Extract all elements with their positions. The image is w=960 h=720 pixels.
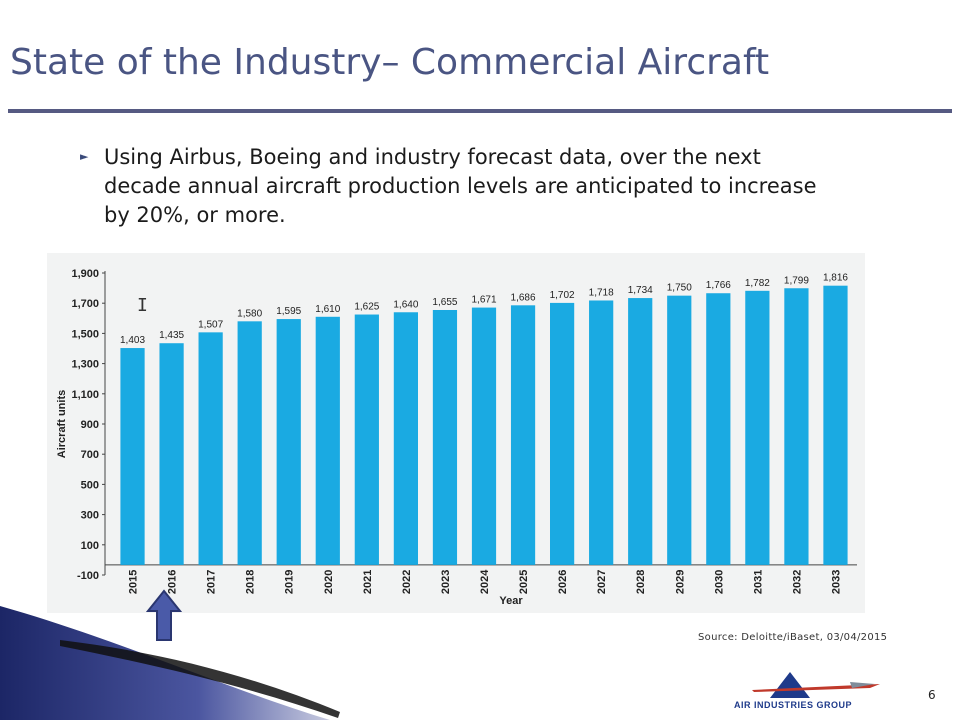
bar-value-label: 1,686 bbox=[511, 292, 536, 303]
x-tick-label: 2019 bbox=[284, 570, 296, 594]
triangle-bullet-icon: ► bbox=[80, 150, 89, 163]
x-tick-label: 2025 bbox=[518, 570, 530, 594]
x-tick-label: 2029 bbox=[674, 570, 686, 594]
bar-value-label: 1,580 bbox=[237, 308, 262, 319]
bar-value-label: 1,625 bbox=[354, 302, 379, 313]
y-tick-label: 1,900 bbox=[71, 268, 99, 280]
bar bbox=[393, 312, 419, 565]
slide-title: State of the Industry– Commercial Aircra… bbox=[10, 42, 770, 83]
bar-value-label: 1,750 bbox=[667, 283, 692, 294]
bar bbox=[159, 343, 184, 565]
bar-value-label: 1,640 bbox=[393, 299, 418, 310]
x-axis-label: Year bbox=[499, 595, 523, 607]
x-tick-label: 2016 bbox=[167, 570, 179, 594]
bar bbox=[784, 288, 809, 565]
bar bbox=[198, 332, 223, 565]
bar bbox=[745, 290, 770, 565]
x-tick-label: 2020 bbox=[323, 570, 335, 594]
bar bbox=[823, 285, 848, 565]
x-tick-label: 2033 bbox=[830, 570, 842, 594]
bar-value-label: 1,595 bbox=[276, 306, 301, 317]
y-tick-label: 1,500 bbox=[71, 328, 99, 340]
x-tick-label: 2022 bbox=[401, 570, 413, 594]
bar bbox=[589, 300, 614, 565]
bar-value-label: 1,766 bbox=[706, 280, 731, 291]
bar bbox=[276, 319, 301, 565]
x-tick-label: 2026 bbox=[557, 570, 569, 594]
x-tick-label: 2030 bbox=[713, 570, 725, 594]
bar-value-label: 1,507 bbox=[198, 319, 223, 330]
y-tick-label: 900 bbox=[81, 419, 99, 431]
y-tick-label: 500 bbox=[81, 479, 99, 491]
y-tick-label: 1,100 bbox=[71, 389, 99, 401]
y-tick-label: 1,700 bbox=[71, 298, 99, 310]
bar bbox=[120, 348, 145, 565]
x-tick-label: 2027 bbox=[596, 570, 608, 594]
bar bbox=[315, 316, 340, 565]
bullet-item: ► Using Airbus, Boeing and industry fore… bbox=[80, 143, 840, 230]
bar bbox=[549, 302, 575, 565]
chart-container: -100 100 300 500 700 900 1,100 1,300 1,500 1,700 1… bbox=[47, 253, 865, 613]
source-note: Source: Deloitte/iBaset, 03/04/2015 bbox=[698, 632, 888, 643]
bar-value-label: 1,816 bbox=[823, 273, 848, 284]
y-tick-label: 300 bbox=[81, 510, 99, 522]
y-tick-label: 1,300 bbox=[71, 359, 99, 371]
bar-value-label: 1,734 bbox=[628, 285, 653, 296]
company-logo: AIR INDUSTRIES GROUP bbox=[730, 670, 900, 714]
x-tick-label: 2032 bbox=[791, 570, 803, 594]
x-tick-label: 2023 bbox=[440, 570, 452, 594]
bar bbox=[628, 298, 653, 565]
logo-text: AIR INDUSTRIES GROUP bbox=[734, 700, 853, 710]
logo-mark-icon bbox=[752, 672, 880, 698]
x-tick-label: 2017 bbox=[206, 570, 218, 594]
y-tick-label: 700 bbox=[81, 449, 99, 461]
text-cursor-icon: I bbox=[137, 295, 148, 316]
production-bar-chart: -100 100 300 500 700 900 1,100 1,300 1,500 1,700 1… bbox=[56, 268, 857, 607]
bar bbox=[237, 321, 262, 565]
bar-value-label: 1,403 bbox=[120, 335, 145, 346]
bar-value-label: 1,702 bbox=[550, 290, 575, 301]
y-axis-label: Aircraft units bbox=[56, 390, 68, 458]
swoosh-streak bbox=[60, 640, 340, 718]
x-tick-label: 2024 bbox=[479, 569, 491, 594]
y-tick-label: 100 bbox=[81, 540, 99, 552]
bar-value-label: 1,671 bbox=[471, 295, 496, 306]
bar bbox=[667, 295, 692, 565]
bar bbox=[510, 305, 536, 565]
bar-value-label: 1,655 bbox=[432, 297, 457, 308]
up-arrow-icon bbox=[146, 589, 182, 641]
bar bbox=[354, 314, 379, 565]
x-tick-label: 2031 bbox=[752, 570, 764, 594]
bar-value-label: 1,782 bbox=[745, 278, 770, 289]
bar-value-label: 1,435 bbox=[159, 330, 184, 341]
bar-value-label: 1,718 bbox=[589, 287, 614, 298]
x-tick-label: 2021 bbox=[362, 570, 374, 594]
title-rule bbox=[8, 109, 952, 113]
bar-value-label: 1,610 bbox=[315, 304, 340, 315]
bullet-text: Using Airbus, Boeing and industry foreca… bbox=[104, 145, 817, 227]
x-tick-label: 2018 bbox=[245, 570, 257, 594]
y-tick-label: -100 bbox=[77, 570, 99, 582]
x-tick-label: 2015 bbox=[128, 570, 140, 594]
bar-value-label: 1,799 bbox=[784, 275, 809, 286]
bar bbox=[706, 293, 731, 565]
bar bbox=[432, 309, 458, 565]
page-number: 6 bbox=[928, 688, 936, 702]
x-tick-label: 2028 bbox=[635, 570, 647, 594]
bar bbox=[471, 307, 497, 565]
